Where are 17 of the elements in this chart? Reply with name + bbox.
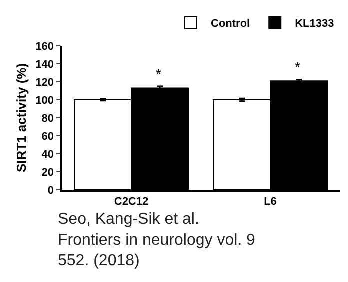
legend-label: Control xyxy=(211,18,250,30)
x-tick-label: L6 xyxy=(264,196,277,208)
x-tick-label: C2C12 xyxy=(114,196,149,208)
y-tick-label: 80 xyxy=(42,112,54,125)
y-tick-label: 40 xyxy=(42,148,54,161)
text: Seo, Kang-Sik et al. Frontiers in neurology vol. 9 552. (2018) xyxy=(58,211,256,270)
y-tick-label: 120 xyxy=(36,76,54,89)
y-axis-title: SIRT1 activity (%) xyxy=(14,63,30,173)
y-tick-label: 20 xyxy=(42,166,54,179)
y-tick-label: 100 xyxy=(36,94,54,107)
y-tick-label: 140 xyxy=(36,58,54,71)
legend-label: KL1333 xyxy=(295,18,334,30)
y-tick-label: 60 xyxy=(42,130,54,143)
annotation: * xyxy=(156,66,162,82)
annotation: * xyxy=(295,59,301,75)
y-tick-label: 160 xyxy=(36,40,54,53)
y-tick-label: 0 xyxy=(48,184,54,197)
